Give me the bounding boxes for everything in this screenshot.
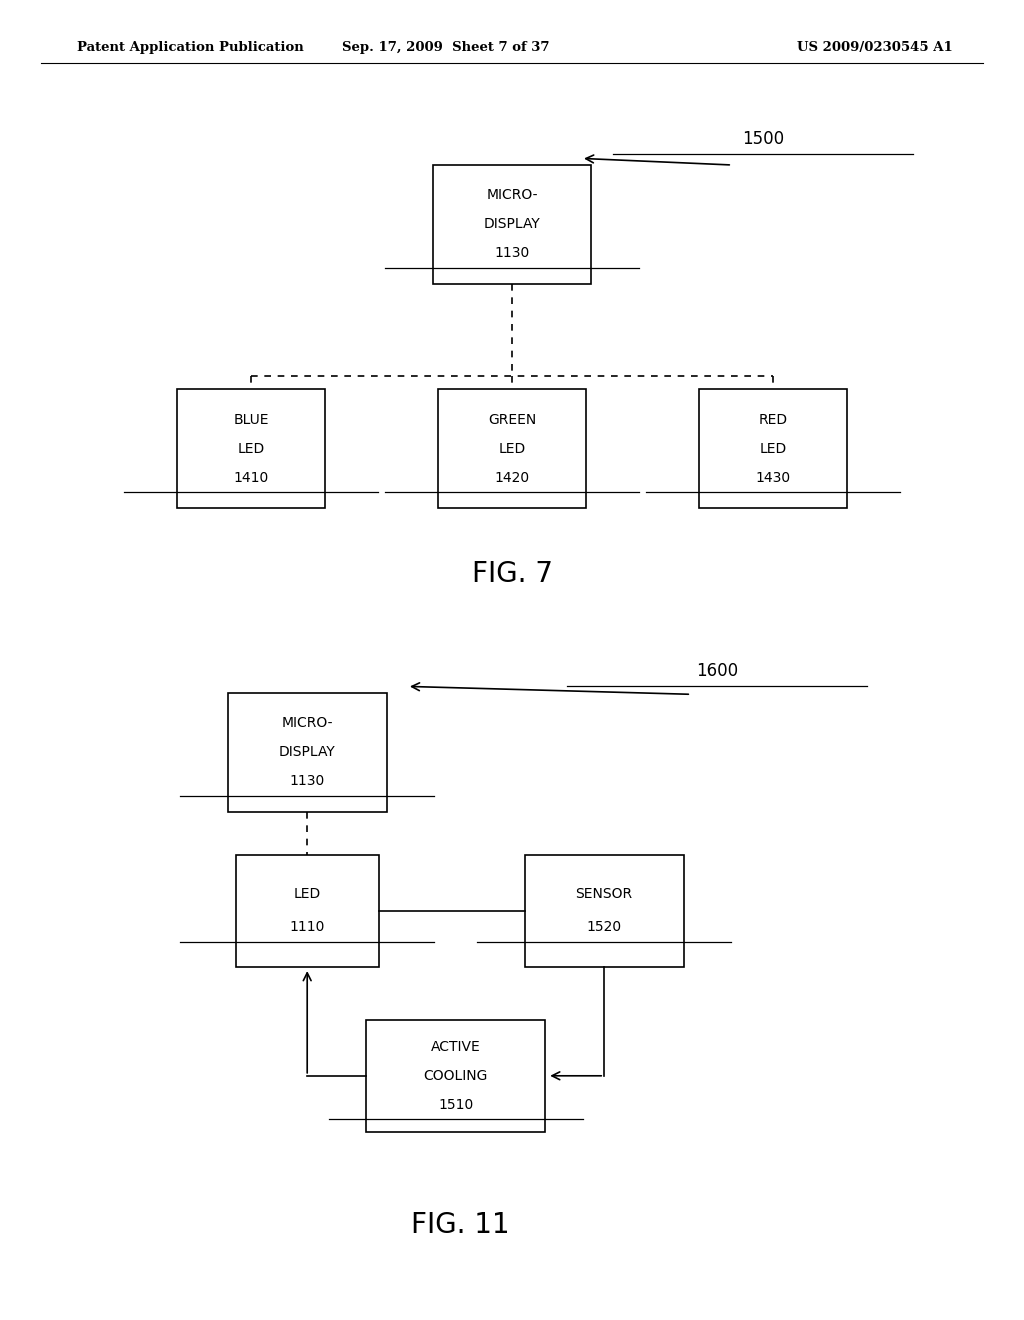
Text: 1130: 1130 (495, 247, 529, 260)
Text: FIG. 11: FIG. 11 (412, 1210, 510, 1239)
Bar (227, 693, 386, 812)
Text: 1110: 1110 (290, 920, 325, 935)
Text: LED: LED (760, 442, 786, 455)
Text: DISPLAY: DISPLAY (483, 218, 541, 231)
Bar (176, 389, 326, 508)
Text: US 2009/0230545 A1: US 2009/0230545 A1 (797, 41, 952, 54)
Text: DISPLAY: DISPLAY (279, 746, 336, 759)
Text: 1430: 1430 (756, 471, 791, 484)
Text: 1130: 1130 (290, 775, 325, 788)
Text: LED: LED (499, 442, 525, 455)
Text: RED: RED (759, 413, 787, 426)
Text: ACTIVE: ACTIVE (431, 1040, 480, 1053)
Text: Patent Application Publication: Patent Application Publication (77, 41, 303, 54)
Text: 1510: 1510 (438, 1098, 473, 1111)
Text: FIG. 7: FIG. 7 (471, 560, 553, 589)
Bar (438, 389, 586, 508)
Text: Sep. 17, 2009  Sheet 7 of 37: Sep. 17, 2009 Sheet 7 of 37 (342, 41, 549, 54)
Bar (698, 389, 848, 508)
Bar (432, 165, 592, 284)
Text: LED: LED (294, 887, 321, 902)
Text: 1500: 1500 (741, 129, 784, 148)
Text: 1600: 1600 (695, 661, 738, 680)
Text: 1410: 1410 (233, 471, 268, 484)
Bar (236, 855, 379, 966)
Bar (524, 855, 684, 966)
Text: SENSOR: SENSOR (575, 887, 633, 902)
Text: BLUE: BLUE (233, 413, 268, 426)
Text: MICRO-: MICRO- (486, 189, 538, 202)
Text: 1520: 1520 (587, 920, 622, 935)
Text: MICRO-: MICRO- (282, 717, 333, 730)
Text: LED: LED (238, 442, 264, 455)
Text: COOLING: COOLING (424, 1069, 487, 1082)
Bar (367, 1020, 545, 1133)
Text: GREEN: GREEN (487, 413, 537, 426)
Text: 1420: 1420 (495, 471, 529, 484)
